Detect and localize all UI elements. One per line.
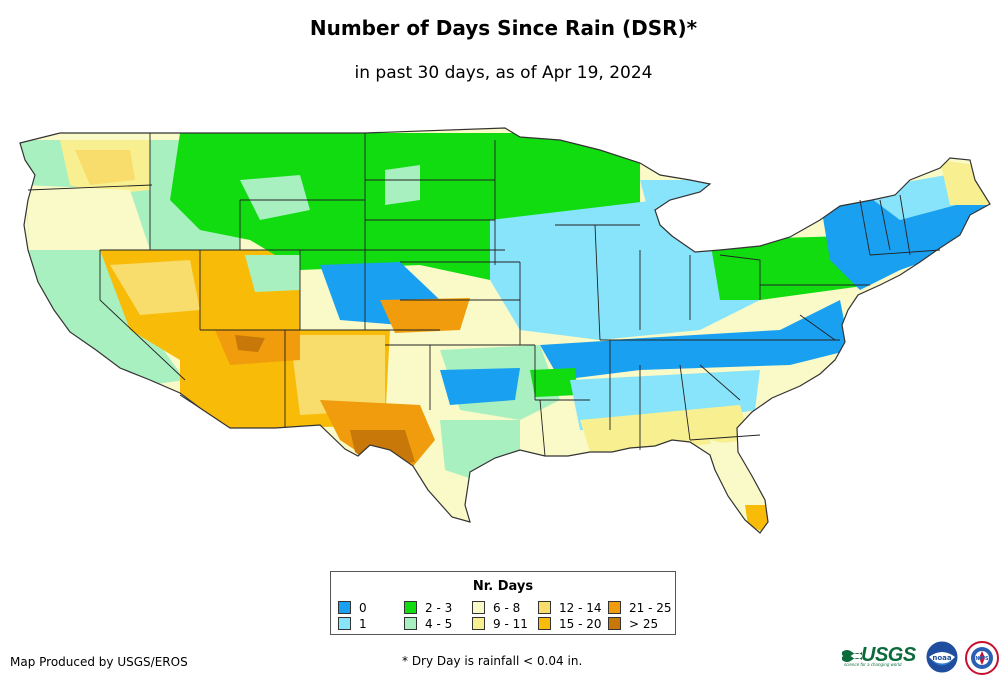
dry-day-footnote: * Dry Day is rainfall < 0.04 in.: [402, 654, 583, 668]
zone-ga-yellow: [690, 405, 750, 440]
nws-logo-text: NWS: [975, 656, 989, 662]
legend-item: 0: [338, 601, 367, 615]
nws-logo-icon: NWS: [965, 641, 999, 675]
legend-item: 1: [338, 617, 367, 631]
legend-swatch: [472, 617, 485, 630]
zone-maine-yellow: [940, 160, 990, 205]
legend-label: 0: [359, 601, 367, 615]
legend-item: 4 - 5: [404, 617, 452, 631]
legend-swatch: [404, 617, 417, 630]
legend-item: 12 - 14: [538, 601, 602, 615]
us-map: [19, 127, 991, 534]
zone-ks-orange: [380, 298, 470, 333]
usgs-wordmark: USGS: [861, 644, 916, 666]
zone-fl-cream: [710, 440, 770, 520]
zone-mt-pale-green: [240, 175, 310, 220]
legend-item: 2 - 3: [404, 601, 452, 615]
legend-swatch: [538, 617, 551, 630]
zone-nd-pale: [385, 165, 420, 205]
legend-item: 15 - 20: [538, 617, 602, 631]
zone-ca-pale-green: [25, 250, 185, 385]
zone-tx-west-brown: [350, 430, 415, 468]
zone-ohio-blue: [610, 300, 850, 370]
legend-label: 2 - 3: [425, 601, 453, 615]
usgs-tagline: science for a changing world: [844, 662, 902, 667]
legend-label: 4 - 5: [425, 617, 453, 631]
zone-ok-blue: [440, 368, 520, 405]
land-fill: [20, 128, 990, 533]
legend-swatch: [538, 601, 551, 614]
zone-wy-pale: [245, 255, 300, 292]
legend-label: 1: [359, 617, 367, 631]
zone-sw-dark-brown: [235, 335, 265, 352]
legend-item: 6 - 8: [472, 601, 520, 615]
zone-ar-green: [530, 368, 578, 397]
legend-swatch: [608, 601, 621, 614]
zone-nm-light: [290, 335, 385, 415]
legend-swatch: [404, 601, 417, 614]
legend-item: 9 - 11: [472, 617, 528, 631]
noaa-logo-icon: noaa: [926, 641, 958, 673]
legend-label: 21 - 25: [629, 601, 672, 615]
legend-label: 15 - 20: [559, 617, 602, 631]
map-subtitle: in past 30 days, as of Apr 19, 2024: [354, 63, 653, 83]
legend-swatch: [338, 601, 351, 614]
legend-label: 9 - 11: [493, 617, 528, 631]
legend-item: 21 - 25: [608, 601, 672, 615]
zone-tx-south-green: [440, 420, 520, 480]
legend-item: > 25: [608, 617, 658, 631]
zone-wa-orange: [75, 150, 135, 185]
zone-nv-light: [110, 260, 200, 315]
noaa-logo-text: noaa: [932, 654, 952, 662]
legend-swatch: [608, 617, 621, 630]
legend: Nr. Days 0 1 2 - 3 4 - 5 6 - 8 9 - 11 12 - 14 1…: [330, 571, 676, 635]
producer-credit: Map Produced by USGS/EROS: [10, 655, 188, 669]
usgs-logo: USGS science for a changing world: [842, 644, 918, 668]
legend-label: 12 - 14: [559, 601, 602, 615]
legend-title: Nr. Days: [472, 579, 534, 594]
legend-label: > 25: [629, 617, 659, 631]
state-borders: [27, 133, 941, 457]
zone-or-cream: [25, 185, 150, 250]
map-title: Number of Days Since Rain (DSR)*: [309, 16, 698, 40]
legend-swatch: [338, 617, 351, 630]
legend-label: 6 - 8: [493, 601, 521, 615]
legend-swatch: [472, 601, 485, 614]
usgs-wave-icon: [842, 650, 862, 662]
